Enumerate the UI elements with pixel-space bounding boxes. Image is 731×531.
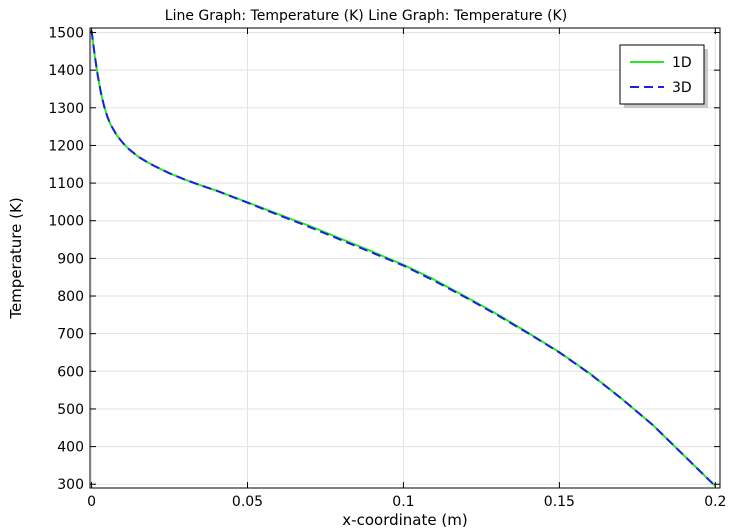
y-tick-label: 800 [57,289,84,305]
y-tick-label: 500 [57,402,84,418]
axis-ticks [90,28,720,488]
y-tick-label: 1100 [48,176,84,192]
legend-label-1d: 1D [672,55,692,71]
x-tick-labels: 0 0.05 0.1 0.15 0.2 [87,494,726,510]
x-tick-label: 0.15 [544,494,575,510]
series-line-3d [90,30,717,487]
x-tick-label: 0 [87,494,96,510]
y-tick-label: 1300 [48,101,84,117]
legend: 1D 3D [619,44,708,108]
y-tick-label: 400 [57,440,84,456]
x-tick-label: 0.05 [232,494,263,510]
y-axis-label: Temperature (K) [7,197,25,319]
x-tick-label: 0.2 [704,494,726,510]
x-tick-label: 0.1 [392,494,414,510]
y-tick-label: 1500 [48,26,84,42]
x-axis-label: x-coordinate (m) [342,511,467,529]
chart-title: Line Graph: Temperature (K) Line Graph: … [165,8,567,24]
y-tick-label: 1000 [48,214,84,230]
y-tick-label: 600 [57,364,84,380]
y-tick-label: 700 [57,327,84,343]
y-tick-label: 1400 [48,63,84,79]
grid-lines [90,28,720,488]
legend-box [619,44,705,105]
y-tick-label: 1200 [48,138,84,154]
legend-label-3d: 3D [672,80,692,96]
y-tick-labels: 300 400 500 600 700 800 900 1000 1100 1200 1300 140… [48,26,84,494]
y-tick-label: 900 [57,251,84,267]
series-layer [90,30,717,487]
y-tick-label: 300 [57,477,84,493]
